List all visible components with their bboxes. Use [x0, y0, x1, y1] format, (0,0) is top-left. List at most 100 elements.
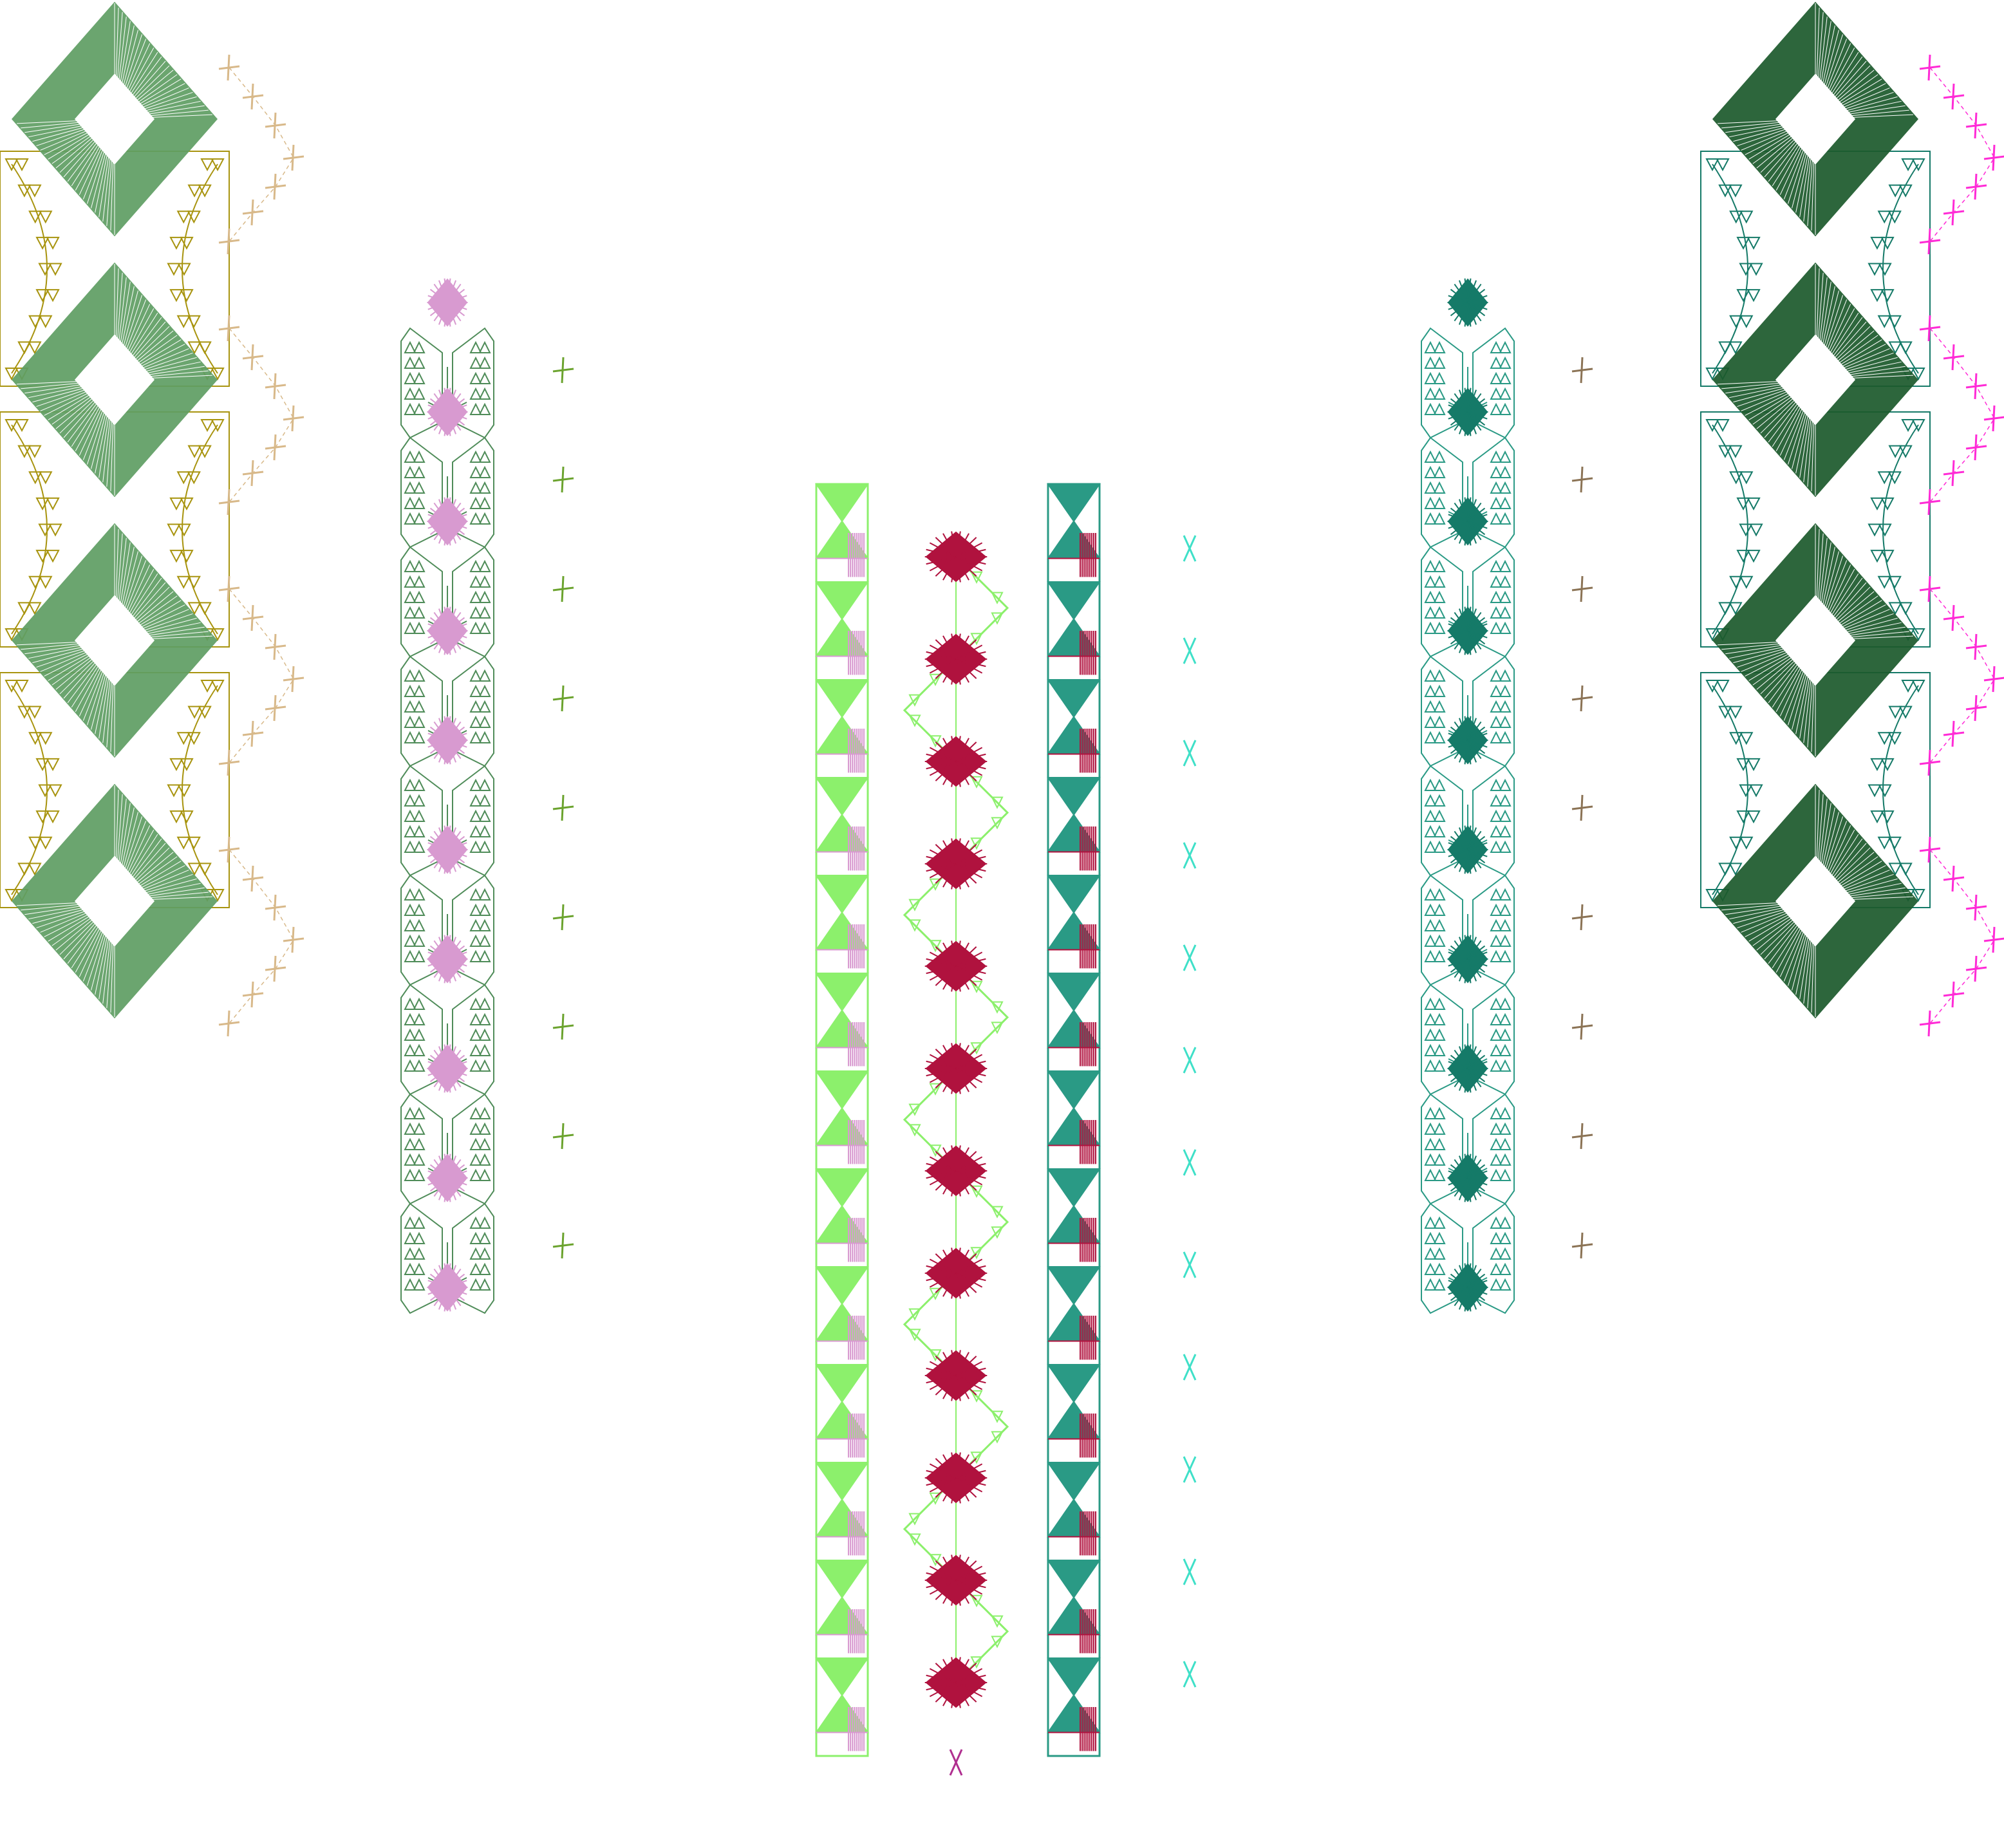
flower-burst [924, 838, 988, 890]
cross-arc [1919, 315, 2004, 516]
ladder-cell [815, 1070, 869, 1164]
ladder-cell [815, 973, 869, 1067]
cross-stitch [1919, 489, 1941, 516]
left-crescent [5, 158, 62, 381]
fan-diamond [1447, 606, 1488, 655]
fan-diamond [1447, 1263, 1488, 1312]
ladder-cell [1047, 1560, 1101, 1654]
ladder-cell [815, 1168, 869, 1262]
ladder-cell [815, 483, 869, 577]
hexagon-segment [400, 327, 494, 439]
ladder-cell [1047, 875, 1101, 969]
cross-stitch [1571, 466, 1593, 493]
cross-stitch [552, 466, 574, 493]
right-cross-column [1571, 357, 1593, 1259]
fan-diamond [1447, 716, 1488, 765]
hexagon-segment [1421, 1202, 1515, 1314]
hexagon-segment [400, 1093, 494, 1205]
fan-diamond [427, 1263, 468, 1312]
ladder-cell [815, 875, 869, 969]
cross-stitch [552, 904, 574, 931]
x-stitch [1183, 535, 1197, 562]
satin-diamond [1712, 783, 1918, 1019]
flower-burst [924, 1657, 988, 1708]
cross-stitch [1571, 685, 1593, 712]
center-teal-ladder [1047, 483, 1101, 1757]
ladder-cell [815, 1266, 869, 1360]
cross-stitch [1571, 357, 1593, 384]
right-crescent [1868, 158, 1925, 381]
fan-diamond [1447, 825, 1488, 874]
x-stitch [949, 1749, 963, 1776]
cross-stitch [283, 405, 304, 432]
cross-arc [1919, 836, 2004, 1037]
satin-diamond [12, 1, 218, 237]
cross-stitch [552, 685, 574, 712]
ladder-cell [815, 1462, 869, 1556]
x-stitch [1183, 842, 1197, 869]
fan-diamond [1447, 1044, 1488, 1093]
x-stitch [1183, 740, 1197, 767]
cross-stitch [1983, 666, 2004, 693]
flower-burst [924, 1043, 988, 1094]
satin-diamond [1712, 1, 1918, 237]
satin-diamond [12, 783, 218, 1019]
fan-diamond [1447, 387, 1488, 436]
cross-stitch [552, 1013, 574, 1040]
x-stitch [1183, 1251, 1197, 1278]
x-stitch [1183, 944, 1197, 971]
cross-arc [218, 836, 304, 1037]
center-lime-ladder [815, 483, 869, 1757]
flower-burst [924, 1145, 988, 1197]
fan-diamond [427, 497, 468, 546]
right-crescent [1868, 680, 1925, 902]
cross-stitch [283, 926, 304, 953]
cross-stitch [1919, 228, 1941, 255]
cross-arc [1919, 54, 2004, 255]
cross-stitch [283, 144, 304, 171]
ladder-cell [1047, 679, 1101, 773]
fan-diamond [427, 387, 468, 436]
left-cross-column [552, 357, 574, 1259]
cross-arc [218, 54, 304, 255]
cross-stitch [218, 489, 240, 516]
ladder-cell [815, 581, 869, 675]
cross-arc [1919, 575, 2004, 776]
cross-stitch [552, 1232, 574, 1259]
flower-burst [924, 1554, 988, 1606]
flower-burst [924, 531, 988, 583]
x-stitch [1183, 1558, 1197, 1585]
satin-diamond [1712, 262, 1918, 498]
ladder-cell [1047, 581, 1101, 675]
flower-burst [924, 940, 988, 992]
cross-stitch [1983, 405, 2004, 432]
ladder-cell [815, 1657, 869, 1751]
ladder-cell [815, 777, 869, 871]
x-stitch [1183, 1149, 1197, 1176]
right-hexagon-column [1421, 278, 1515, 1314]
left-diamond-border [0, 1, 304, 1037]
ladder-cell [1047, 1657, 1101, 1751]
fan-diamond [1447, 278, 1488, 327]
cross-stitch [218, 1010, 240, 1037]
fan-diamond [427, 935, 468, 984]
ladder-cell [815, 1560, 869, 1654]
cross-stitch [1571, 1123, 1593, 1150]
flower-burst [924, 736, 988, 787]
fan-diamond [1447, 1153, 1488, 1202]
left-hexagon-column [400, 278, 494, 1314]
left-crescent [5, 680, 62, 902]
cross-arc [218, 575, 304, 776]
fan-diamond [427, 825, 468, 874]
x-stitch [1183, 1354, 1197, 1381]
flower-burst [924, 1350, 988, 1401]
fan-diamond [427, 278, 468, 327]
cross-stitch [1983, 926, 2004, 953]
hexagon-segment [1421, 436, 1515, 548]
ladder-cell [1047, 1462, 1101, 1556]
ladder-cell [1047, 777, 1101, 871]
fan-diamond [1447, 935, 1488, 984]
ladder-cell [1047, 973, 1101, 1067]
cross-stitch [1983, 144, 2004, 171]
cross-stitch [1571, 575, 1593, 602]
